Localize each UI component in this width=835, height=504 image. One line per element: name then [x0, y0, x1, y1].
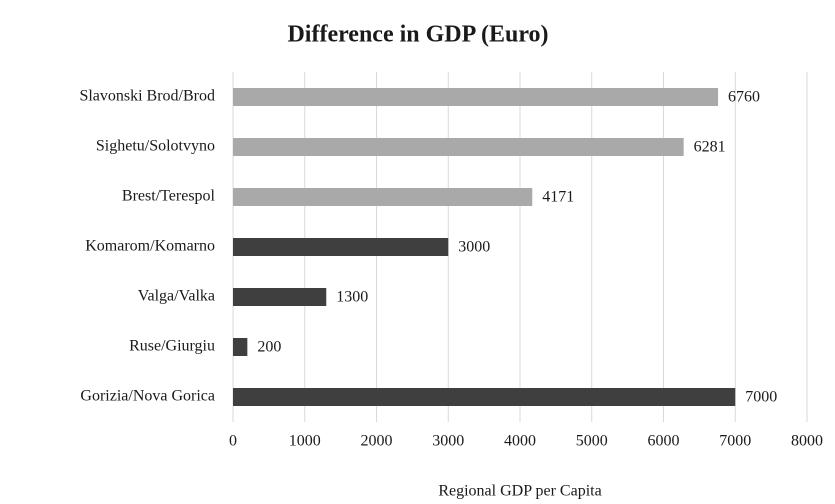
- x-tick-label: 6000: [648, 433, 680, 450]
- value-label: 4171: [542, 189, 574, 206]
- x-tick-label: 5000: [576, 433, 608, 450]
- y-tick-label: Sighetu/Solotvyno: [96, 138, 215, 155]
- y-tick-label: Brest/Terespol: [122, 188, 216, 205]
- value-label: 1300: [336, 289, 368, 306]
- x-tick-label: 2000: [361, 433, 393, 450]
- bar: [233, 338, 248, 356]
- x-tick-label: 1000: [289, 433, 321, 450]
- x-tick-label: 7000: [719, 433, 751, 450]
- x-tick-label: 3000: [432, 433, 464, 450]
- bar: [233, 138, 684, 156]
- value-label: 3000: [458, 239, 490, 256]
- y-tick-label: Ruse/Giurgiu: [129, 338, 215, 355]
- x-axis-label: Regional GDP per Capita: [438, 483, 601, 500]
- x-tick-label: 4000: [504, 433, 536, 450]
- x-tick-label: 8000: [791, 433, 823, 450]
- bar: [233, 88, 719, 106]
- y-tick-label: Gorizia/Nova Gorica: [80, 388, 215, 405]
- value-label: 6281: [694, 139, 726, 156]
- bar: [233, 188, 533, 206]
- y-tick-label: Slavonski Brod/Brod: [79, 88, 215, 105]
- y-tick-label: Komarom/Komarno: [85, 238, 215, 255]
- bar: [233, 388, 736, 406]
- y-tick-label: Valga/Valka: [138, 288, 215, 305]
- chart-title: Difference in GDP (Euro): [287, 22, 548, 48]
- value-label: 7000: [745, 389, 777, 406]
- bar: [233, 238, 449, 256]
- value-label: 6760: [728, 89, 760, 106]
- bar: [233, 288, 327, 306]
- x-tick-label: 0: [229, 433, 237, 450]
- value-label: 200: [257, 339, 281, 356]
